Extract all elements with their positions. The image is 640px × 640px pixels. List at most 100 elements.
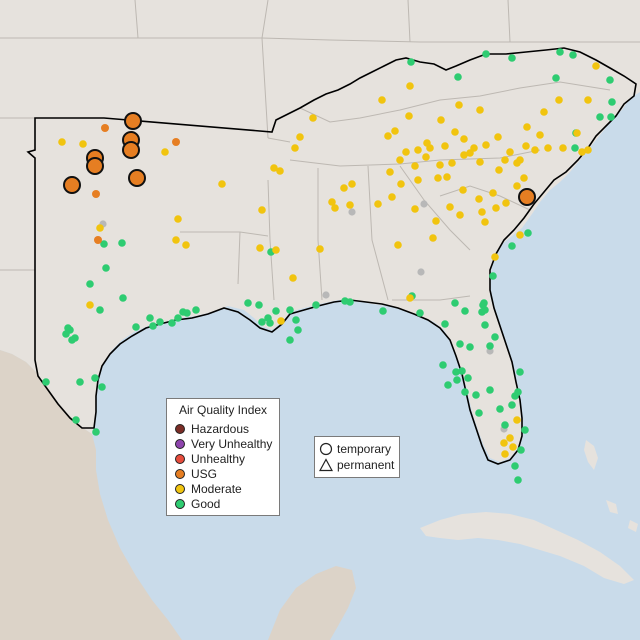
site-marker-moderate[interactable] xyxy=(451,128,459,136)
site-marker-moderate[interactable] xyxy=(296,133,304,141)
site-marker-moderate[interactable] xyxy=(492,204,500,212)
site-marker-good[interactable] xyxy=(514,476,522,484)
site-marker-moderate[interactable] xyxy=(396,156,404,164)
site-marker-moderate[interactable] xyxy=(495,166,503,174)
site-marker-moderate[interactable] xyxy=(460,151,468,159)
site-marker-moderate[interactable] xyxy=(513,182,521,190)
site-marker-good[interactable] xyxy=(174,314,182,322)
site-marker-good[interactable] xyxy=(596,113,604,121)
site-marker-moderate[interactable] xyxy=(309,114,317,122)
site-marker-moderate[interactable] xyxy=(509,443,517,451)
site-marker-moderate[interactable] xyxy=(501,156,509,164)
site-marker-moderate[interactable] xyxy=(340,184,348,192)
site-marker-good[interactable] xyxy=(183,309,191,317)
site-marker-good[interactable] xyxy=(118,239,126,247)
site-marker-moderate[interactable] xyxy=(544,144,552,152)
site-marker-usg[interactable] xyxy=(172,138,180,146)
site-marker-good[interactable] xyxy=(68,336,76,344)
site-marker-moderate[interactable] xyxy=(388,193,396,201)
site-marker-good[interactable] xyxy=(272,307,280,315)
site-marker-moderate[interactable] xyxy=(411,162,419,170)
site-marker-moderate[interactable] xyxy=(414,146,422,154)
site-marker-moderate[interactable] xyxy=(536,131,544,139)
site-marker-moderate[interactable] xyxy=(406,294,414,302)
site-marker-moderate[interactable] xyxy=(378,96,386,104)
site-marker-good[interactable] xyxy=(258,318,266,326)
site-marker-moderate[interactable] xyxy=(348,180,356,188)
site-marker-moderate[interactable] xyxy=(437,116,445,124)
site-marker-good[interactable] xyxy=(453,376,461,384)
site-marker-good[interactable] xyxy=(458,367,466,375)
site-marker-good[interactable] xyxy=(508,242,516,250)
site-marker-good[interactable] xyxy=(42,378,50,386)
site-marker-moderate[interactable] xyxy=(386,168,394,176)
site-marker-moderate[interactable] xyxy=(489,189,497,197)
site-marker-moderate[interactable] xyxy=(491,253,499,261)
site-marker-good[interactable] xyxy=(508,401,516,409)
site-marker-good[interactable] xyxy=(312,301,320,309)
site-marker-usg-large[interactable] xyxy=(86,157,104,175)
site-marker-moderate[interactable] xyxy=(331,204,339,212)
site-marker-no-data[interactable] xyxy=(420,200,428,208)
site-marker-moderate[interactable] xyxy=(513,159,521,167)
site-marker-good[interactable] xyxy=(91,374,99,382)
site-marker-moderate[interactable] xyxy=(456,211,464,219)
site-marker-good[interactable] xyxy=(119,294,127,302)
site-marker-good[interactable] xyxy=(552,74,560,82)
site-marker-moderate[interactable] xyxy=(460,135,468,143)
site-marker-moderate[interactable] xyxy=(584,96,592,104)
site-marker-moderate[interactable] xyxy=(384,132,392,140)
site-marker-moderate[interactable] xyxy=(446,203,454,211)
site-marker-moderate[interactable] xyxy=(501,450,509,458)
site-marker-good[interactable] xyxy=(556,48,564,56)
site-marker-good[interactable] xyxy=(486,342,494,350)
site-marker-good[interactable] xyxy=(149,322,157,330)
site-marker-moderate[interactable] xyxy=(559,144,567,152)
site-marker-good[interactable] xyxy=(294,326,302,334)
site-marker-moderate[interactable] xyxy=(346,201,354,209)
site-marker-good[interactable] xyxy=(516,368,524,376)
site-marker-good[interactable] xyxy=(511,462,519,470)
site-marker-moderate[interactable] xyxy=(502,199,510,207)
site-marker-moderate[interactable] xyxy=(277,317,285,325)
site-marker-usg[interactable] xyxy=(92,190,100,198)
site-marker-moderate[interactable] xyxy=(523,123,531,131)
site-marker-good[interactable] xyxy=(72,416,80,424)
site-marker-moderate[interactable] xyxy=(291,144,299,152)
site-marker-good[interactable] xyxy=(508,54,516,62)
site-marker-moderate[interactable] xyxy=(476,158,484,166)
site-marker-moderate[interactable] xyxy=(161,148,169,156)
site-marker-moderate[interactable] xyxy=(540,108,548,116)
site-marker-moderate[interactable] xyxy=(592,62,600,70)
site-marker-moderate[interactable] xyxy=(478,208,486,216)
site-marker-good[interactable] xyxy=(286,336,294,344)
site-marker-usg[interactable] xyxy=(94,236,102,244)
site-marker-good[interactable] xyxy=(482,50,490,58)
site-marker-moderate[interactable] xyxy=(432,217,440,225)
site-marker-moderate[interactable] xyxy=(258,206,266,214)
site-marker-good[interactable] xyxy=(86,280,94,288)
site-marker-moderate[interactable] xyxy=(405,112,413,120)
site-marker-moderate[interactable] xyxy=(276,167,284,175)
site-marker-moderate[interactable] xyxy=(422,153,430,161)
site-marker-moderate[interactable] xyxy=(434,174,442,182)
site-marker-good[interactable] xyxy=(146,314,154,322)
site-marker-moderate[interactable] xyxy=(506,434,514,442)
site-marker-moderate[interactable] xyxy=(172,236,180,244)
site-marker-moderate[interactable] xyxy=(482,141,490,149)
site-marker-good[interactable] xyxy=(132,323,140,331)
site-marker-moderate[interactable] xyxy=(578,148,586,156)
site-marker-moderate[interactable] xyxy=(475,195,483,203)
site-marker-good[interactable] xyxy=(489,272,497,280)
site-marker-moderate[interactable] xyxy=(96,224,104,232)
site-marker-good[interactable] xyxy=(156,318,164,326)
site-marker-good[interactable] xyxy=(456,340,464,348)
site-marker-moderate[interactable] xyxy=(218,180,226,188)
site-marker-moderate[interactable] xyxy=(470,144,478,152)
site-marker-good[interactable] xyxy=(608,98,616,106)
site-marker-moderate[interactable] xyxy=(443,173,451,181)
site-marker-good[interactable] xyxy=(569,51,577,59)
site-marker-moderate[interactable] xyxy=(555,96,563,104)
site-marker-moderate[interactable] xyxy=(436,161,444,169)
